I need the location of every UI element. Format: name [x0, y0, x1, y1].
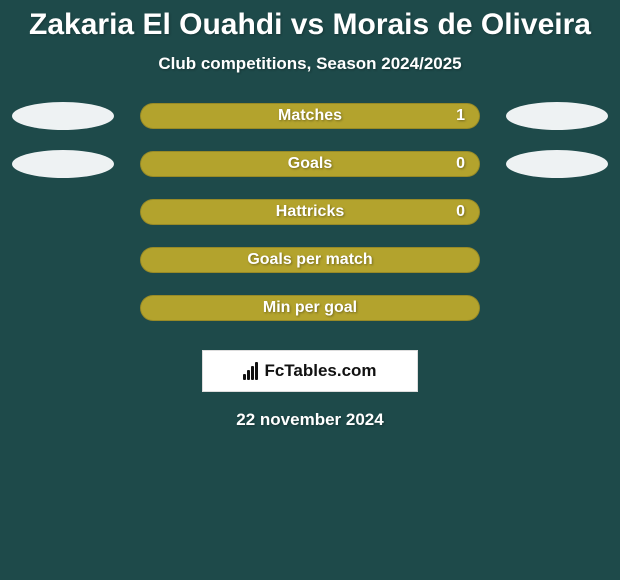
stat-label: Min per goal	[263, 299, 357, 317]
stat-label: Goals per match	[247, 251, 372, 269]
stat-value: 0	[456, 203, 465, 221]
stat-value: 1	[456, 107, 465, 125]
stat-row: Hattricks 0	[0, 198, 620, 226]
player-right-ellipse	[506, 150, 608, 178]
date-text: 22 november 2024	[0, 410, 620, 430]
player-left-ellipse	[12, 150, 114, 178]
stat-row: Min per goal	[0, 294, 620, 322]
stat-bar: Goals per match	[140, 247, 480, 273]
page-title: Zakaria El Ouahdi vs Morais de Oliveira	[0, 0, 620, 42]
stat-rows: Matches 1 Goals 0 Hattricks 0 Goals per match M…	[0, 102, 620, 322]
stat-bar: Min per goal	[140, 295, 480, 321]
comparison-infographic: Zakaria El Ouahdi vs Morais de Oliveira …	[0, 0, 620, 580]
stat-label: Goals	[288, 155, 332, 173]
stat-row: Goals per match	[0, 246, 620, 274]
subtitle: Club competitions, Season 2024/2025	[0, 54, 620, 74]
player-left-ellipse	[12, 102, 114, 130]
stat-label: Hattricks	[276, 203, 344, 221]
player-right-ellipse	[506, 102, 608, 130]
bar-chart-icon	[243, 362, 258, 380]
brand-box: FcTables.com	[202, 350, 418, 392]
stat-row: Goals 0	[0, 150, 620, 178]
stat-bar: Matches 1	[140, 103, 480, 129]
brand-text: FcTables.com	[264, 361, 376, 381]
stat-row: Matches 1	[0, 102, 620, 130]
stat-bar: Hattricks 0	[140, 199, 480, 225]
stat-value: 0	[456, 155, 465, 173]
stat-label: Matches	[278, 107, 342, 125]
stat-bar: Goals 0	[140, 151, 480, 177]
